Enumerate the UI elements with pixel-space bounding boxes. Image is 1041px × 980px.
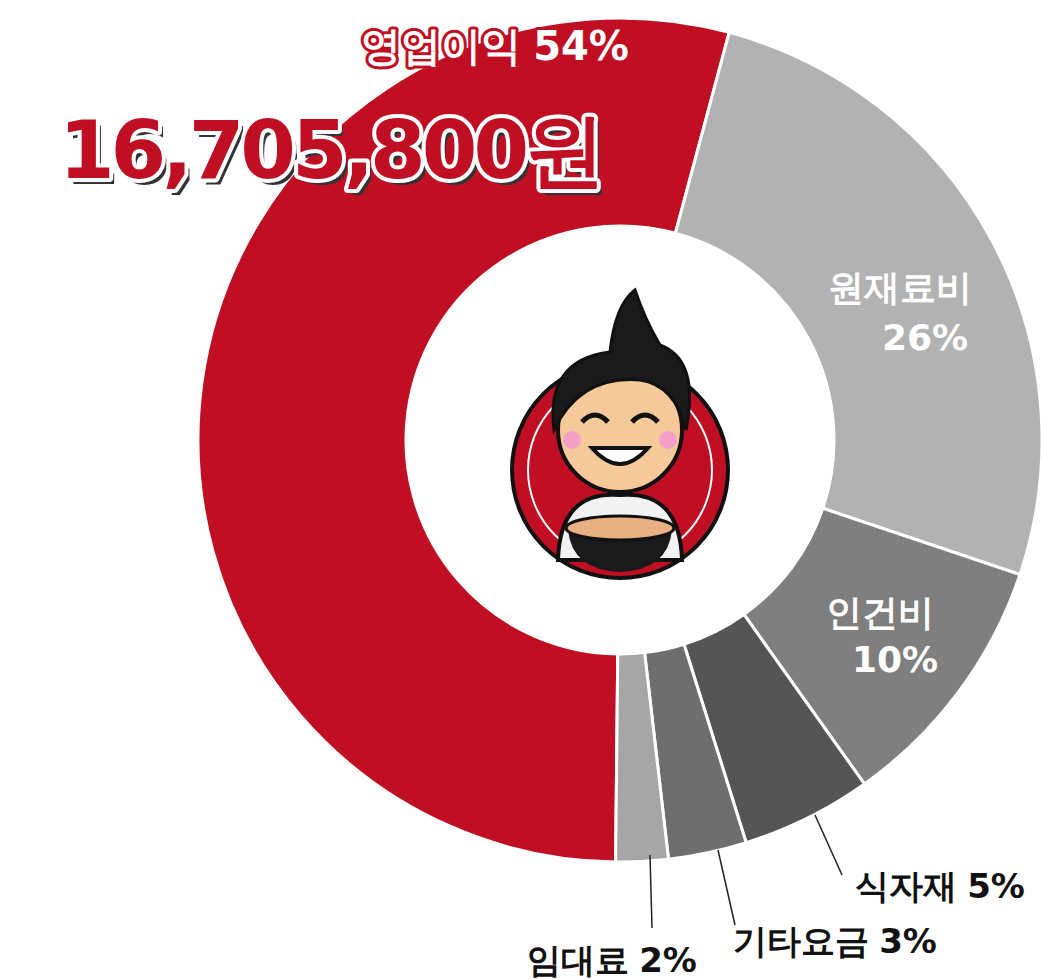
annotation: 16,705,800원 [59,104,601,197]
category-label: 영업이익 [361,23,521,69]
emblem [512,290,728,578]
chef-hair [553,290,690,430]
category-label: 임대료 [527,940,629,980]
leader-line [815,815,842,875]
chef-cheek [659,431,677,449]
category-label: 원재료비 [828,267,972,308]
slice [675,32,1041,574]
slice [616,653,669,862]
value-label: 2% [639,940,697,980]
chef-cheek [563,431,581,449]
leader-line [718,850,735,925]
chef-smile [592,448,648,464]
bowl-food [566,516,674,540]
data-label: 식자재5% [855,866,1025,906]
value-label: 54% [533,23,629,69]
emblem-circle [512,362,728,578]
value-label: 10% [852,639,938,680]
value-label: 3% [879,921,937,961]
value-label: 26% [882,317,968,358]
chef-eye [632,415,658,422]
data-label: 임대료2% [527,940,697,980]
data-label: 영업이익 54% [361,23,629,69]
chef-eye [582,415,608,422]
chart: 영업이익 54% 원재료비 26% 인건비 10% 식자재5% 기타요금3% 임대료2% 16,7… [0,0,1041,980]
value-label: 5% [967,866,1025,906]
category-label: 기타요금 [733,921,869,961]
category-label: 식자재 [855,866,957,906]
category-label: 인건비 [826,592,934,633]
data-label: 기타요금3% [733,921,937,961]
leader-line [650,855,652,928]
